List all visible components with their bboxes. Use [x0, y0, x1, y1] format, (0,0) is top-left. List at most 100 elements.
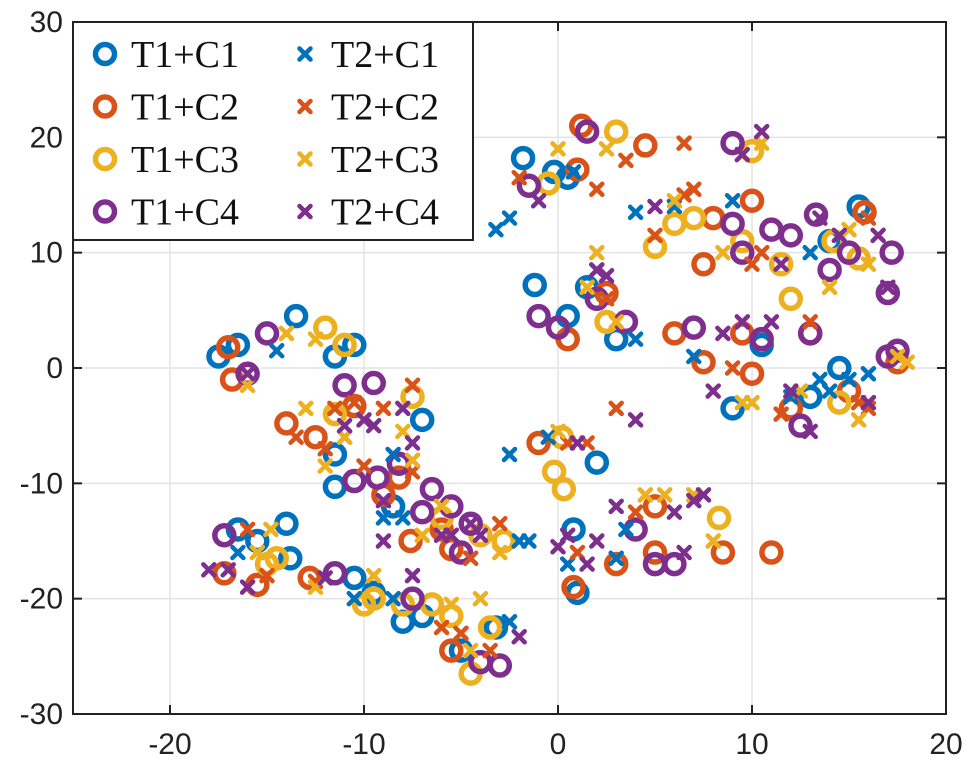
point-T2+C1 — [230, 544, 246, 561]
point-T1+C2 — [274, 411, 299, 436]
point-T2+C4 — [589, 533, 605, 549]
point-T2+C2 — [773, 406, 789, 422]
point-T2+C3 — [336, 429, 353, 445]
legend-box — [72, 21, 474, 241]
point-T1+C4 — [419, 476, 445, 502]
point-T2+C2 — [589, 181, 605, 197]
point-T2+C4 — [443, 527, 460, 543]
point-T2+C1 — [488, 221, 504, 238]
point-T1+C4 — [662, 551, 687, 577]
legend-marker — [92, 146, 118, 172]
point-T1+C4 — [574, 119, 600, 144]
x-tick-label: 0 — [550, 728, 567, 761]
point-T1+C4 — [749, 326, 774, 352]
point-T2+C4 — [705, 383, 721, 399]
point-T2+C4 — [831, 227, 848, 244]
point-T1+C1 — [797, 384, 823, 410]
x-tick-label: 20 — [929, 728, 962, 761]
point-T2+C1 — [385, 590, 401, 607]
point-T1+C4 — [254, 321, 280, 346]
point-T1+C1 — [522, 272, 547, 298]
point-T2+C3 — [821, 279, 838, 296]
point-T1+C4 — [212, 522, 237, 548]
point-T2+C4 — [365, 417, 382, 434]
point-T2+C3 — [608, 314, 624, 330]
point-T2+C4 — [375, 492, 392, 509]
point-T2+C2 — [239, 521, 256, 538]
legend-marker — [92, 199, 118, 224]
point-T1+C4 — [817, 257, 842, 283]
y-tick-label: -30 — [20, 698, 63, 731]
point-T1+C4 — [720, 211, 745, 237]
point-T2+C2 — [433, 619, 450, 636]
point-T2+C4 — [598, 267, 615, 284]
point-T1+C2 — [739, 361, 765, 387]
point-T2+C3 — [462, 642, 479, 659]
point-T1+C4 — [885, 338, 910, 363]
point-T2+C3 — [492, 544, 508, 561]
point-T2+C4 — [356, 412, 372, 428]
point-T1+C2 — [642, 494, 668, 519]
legend-entry: T1+C3 — [92, 139, 239, 181]
point-T1+C3 — [730, 228, 755, 254]
point-T1+C3 — [706, 505, 732, 531]
point-T2+C3 — [239, 377, 256, 394]
point-T1+C2 — [691, 251, 716, 277]
point-T2+C4 — [317, 570, 333, 586]
point-T1+C3 — [768, 251, 794, 277]
point-T2+C4 — [608, 498, 624, 515]
point-T2+C4 — [715, 325, 731, 342]
point-T2+C3 — [298, 400, 314, 417]
point-T2+C1 — [565, 164, 582, 180]
point-T2+C1 — [802, 244, 818, 261]
point-T1+C4 — [322, 561, 348, 586]
point-T2+C4 — [462, 515, 479, 532]
legend-entry: T1+C2 — [92, 87, 239, 129]
point-T1+C4 — [778, 223, 804, 248]
point-T1+C2 — [710, 540, 736, 565]
point-T2+C3 — [715, 244, 731, 261]
point-T1+C2 — [691, 349, 716, 375]
y-tick-label: 30 — [30, 6, 63, 39]
point-T1+C4 — [879, 240, 904, 265]
point-T2+C1 — [501, 210, 518, 226]
x-tick-label: -20 — [148, 728, 191, 761]
point-T2+C2 — [744, 256, 760, 272]
legend-label: T2+C2 — [331, 87, 439, 129]
point-T1+C4 — [788, 413, 813, 438]
point-T2+C4 — [220, 562, 236, 578]
point-T2+C4 — [812, 210, 828, 226]
point-T2+C1 — [812, 371, 828, 388]
point-T1+C2 — [215, 334, 241, 360]
point-T1+C4 — [545, 315, 571, 340]
point-T2+C1 — [501, 613, 518, 630]
point-T1+C2 — [642, 540, 668, 565]
point-T1+C4 — [516, 173, 542, 199]
legend-marker — [92, 94, 118, 119]
point-T2+C4 — [375, 533, 392, 549]
point-T1+C4 — [332, 373, 357, 398]
legend-entry: T2+C2 — [297, 87, 439, 129]
point-T2+C2 — [259, 567, 275, 584]
point-T2+C4 — [559, 527, 576, 543]
point-T2+C2 — [627, 504, 644, 520]
point-T2+C3 — [889, 348, 906, 365]
point-T2+C2 — [288, 429, 304, 445]
point-T2+C4 — [511, 628, 527, 645]
point-T1+C2 — [739, 188, 765, 214]
y-tick-label: -10 — [20, 467, 63, 500]
point-T2+C1 — [627, 331, 644, 347]
point-T2+C3 — [317, 458, 333, 474]
legend-label: T1+C2 — [131, 87, 239, 129]
point-T1+C4 — [526, 303, 551, 329]
point-T2+C1 — [618, 521, 634, 538]
point-T2+C1 — [559, 556, 576, 572]
point-T2+C1 — [821, 383, 838, 399]
point-T2+C2 — [404, 377, 421, 394]
point-T2+C4 — [472, 527, 489, 543]
point-T1+C3 — [332, 332, 357, 358]
point-T2+C2 — [618, 152, 634, 169]
point-T1+C1 — [409, 407, 435, 433]
y-tick-label: 20 — [30, 121, 63, 154]
point-T2+C2 — [676, 187, 692, 203]
